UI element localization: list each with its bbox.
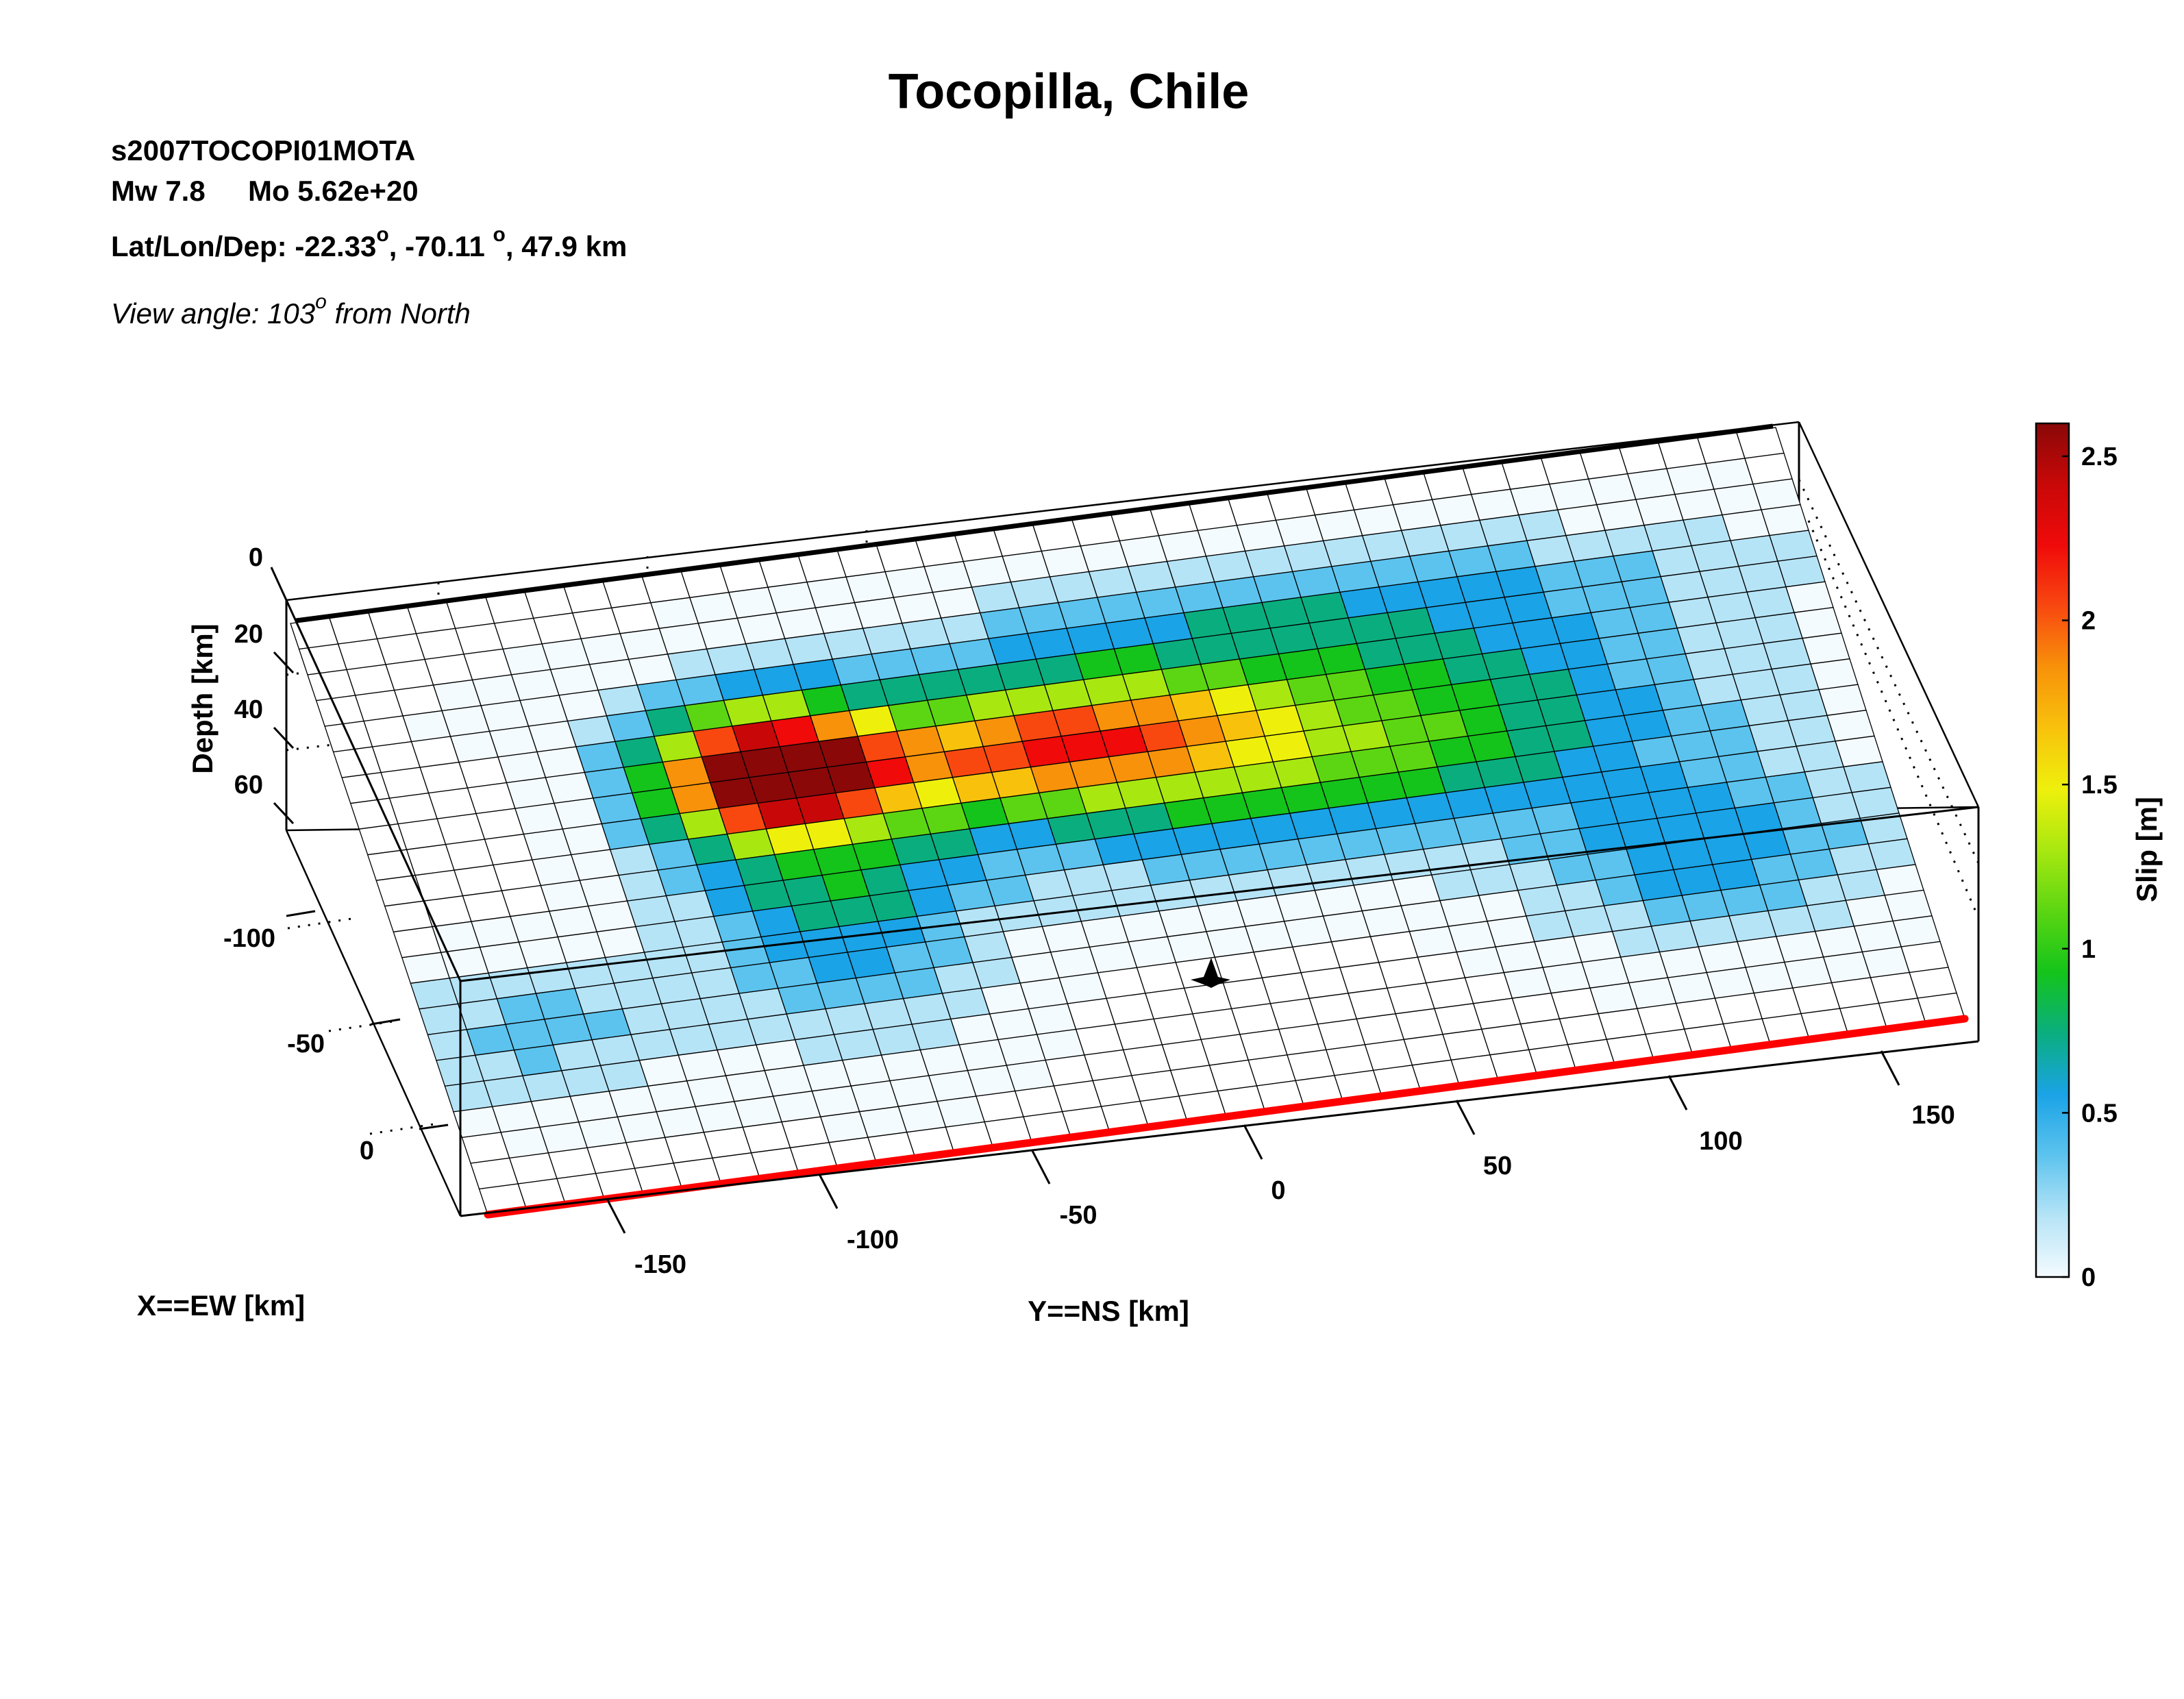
colorbar-tick-label: 1 (2081, 935, 2096, 964)
hypocenter-depth: , 47.9 km (506, 230, 627, 262)
depth-axis-label: Depth [km] (186, 623, 219, 773)
hypocenter-location: Lat/Lon/Dep: -22.33o, -70.11 o, 47.9 km (111, 223, 627, 262)
ns-axis-label: Y==NS [km] (1028, 1295, 1189, 1327)
depth-tick-40: 40 (234, 695, 263, 724)
ew-tick-0: 0 (360, 1137, 374, 1165)
hypocenter-star-icon (1191, 958, 1230, 988)
lon-degree-sup: o (493, 223, 506, 246)
colorbar-tick-label: 1.5 (2081, 771, 2118, 799)
ns-tick-100: 100 (1699, 1127, 1742, 1156)
ns-axis (606, 1050, 1900, 1234)
ns-tick-minus150: -150 (634, 1250, 686, 1279)
depth-tick-0: 0 (249, 543, 263, 572)
colorbar: 0 0.5 1 1.5 2 2.5 Slip [m] (2035, 422, 2163, 1292)
depth-tick-20: 20 (234, 620, 263, 649)
ns-tick-150: 150 (1911, 1101, 1955, 1130)
event-id: s2007TOCOPI01MOTA (111, 134, 415, 166)
seismic-moment: Mo 5.62e+20 (248, 175, 419, 207)
colorbar-label: Slip [m] (2131, 797, 2163, 902)
colorbar-tick-label: 0.5 (2081, 1099, 2118, 1128)
trench-line (484, 1015, 1969, 1219)
fault-plane-grid (290, 427, 1965, 1215)
figure-title: Tocopilla, Chile (889, 64, 1250, 119)
latitude: -22.33 (295, 230, 376, 262)
depth-tick-60: 60 (234, 771, 263, 799)
ns-tick-0: 0 (1271, 1176, 1285, 1205)
view-angle-suffix: from North (327, 297, 471, 330)
colorbar-gradient (2035, 422, 2070, 1278)
ns-tick-50: 50 (1483, 1152, 1512, 1180)
colorbar-tick-label: 2.5 (2081, 443, 2118, 471)
lat-degree-sup: o (376, 223, 388, 246)
ns-tick-minus50: -50 (1060, 1201, 1097, 1230)
view-angle-prefix: View angle: 103 (111, 297, 315, 330)
ew-axis-label: X==EW [km] (137, 1289, 305, 1322)
longitude: -70.11 (405, 230, 493, 262)
colorbar-tick-label: 0 (2081, 1263, 2096, 1292)
colorbar-ticks: 0 0.5 1 1.5 2 2.5 (2062, 443, 2118, 1292)
ew-axis: -100 -50 0 X==EW [km] (137, 910, 449, 1322)
box-front-edges (285, 423, 1980, 1217)
ew-tick-minus50: -50 (287, 1030, 325, 1058)
depth-axis: 0 20 40 60 Depth [km] (186, 543, 295, 825)
colorbar-tick-label: 2 (2081, 607, 2096, 636)
view-angle: View angle: 103o from North (111, 290, 471, 330)
ew-tick-minus100: -100 (223, 924, 275, 953)
ns-tick-minus100: -100 (847, 1226, 899, 1254)
location-prefix: Lat/Lon/Dep: (111, 230, 295, 262)
location-comma: , (389, 230, 405, 262)
ns-axis-labels: -150 -100 -50 0 50 100 150 Y==NS [km] (634, 1101, 1955, 1327)
magnitude: Mw 7.8 (111, 175, 206, 207)
view-angle-degree: o (315, 290, 327, 313)
